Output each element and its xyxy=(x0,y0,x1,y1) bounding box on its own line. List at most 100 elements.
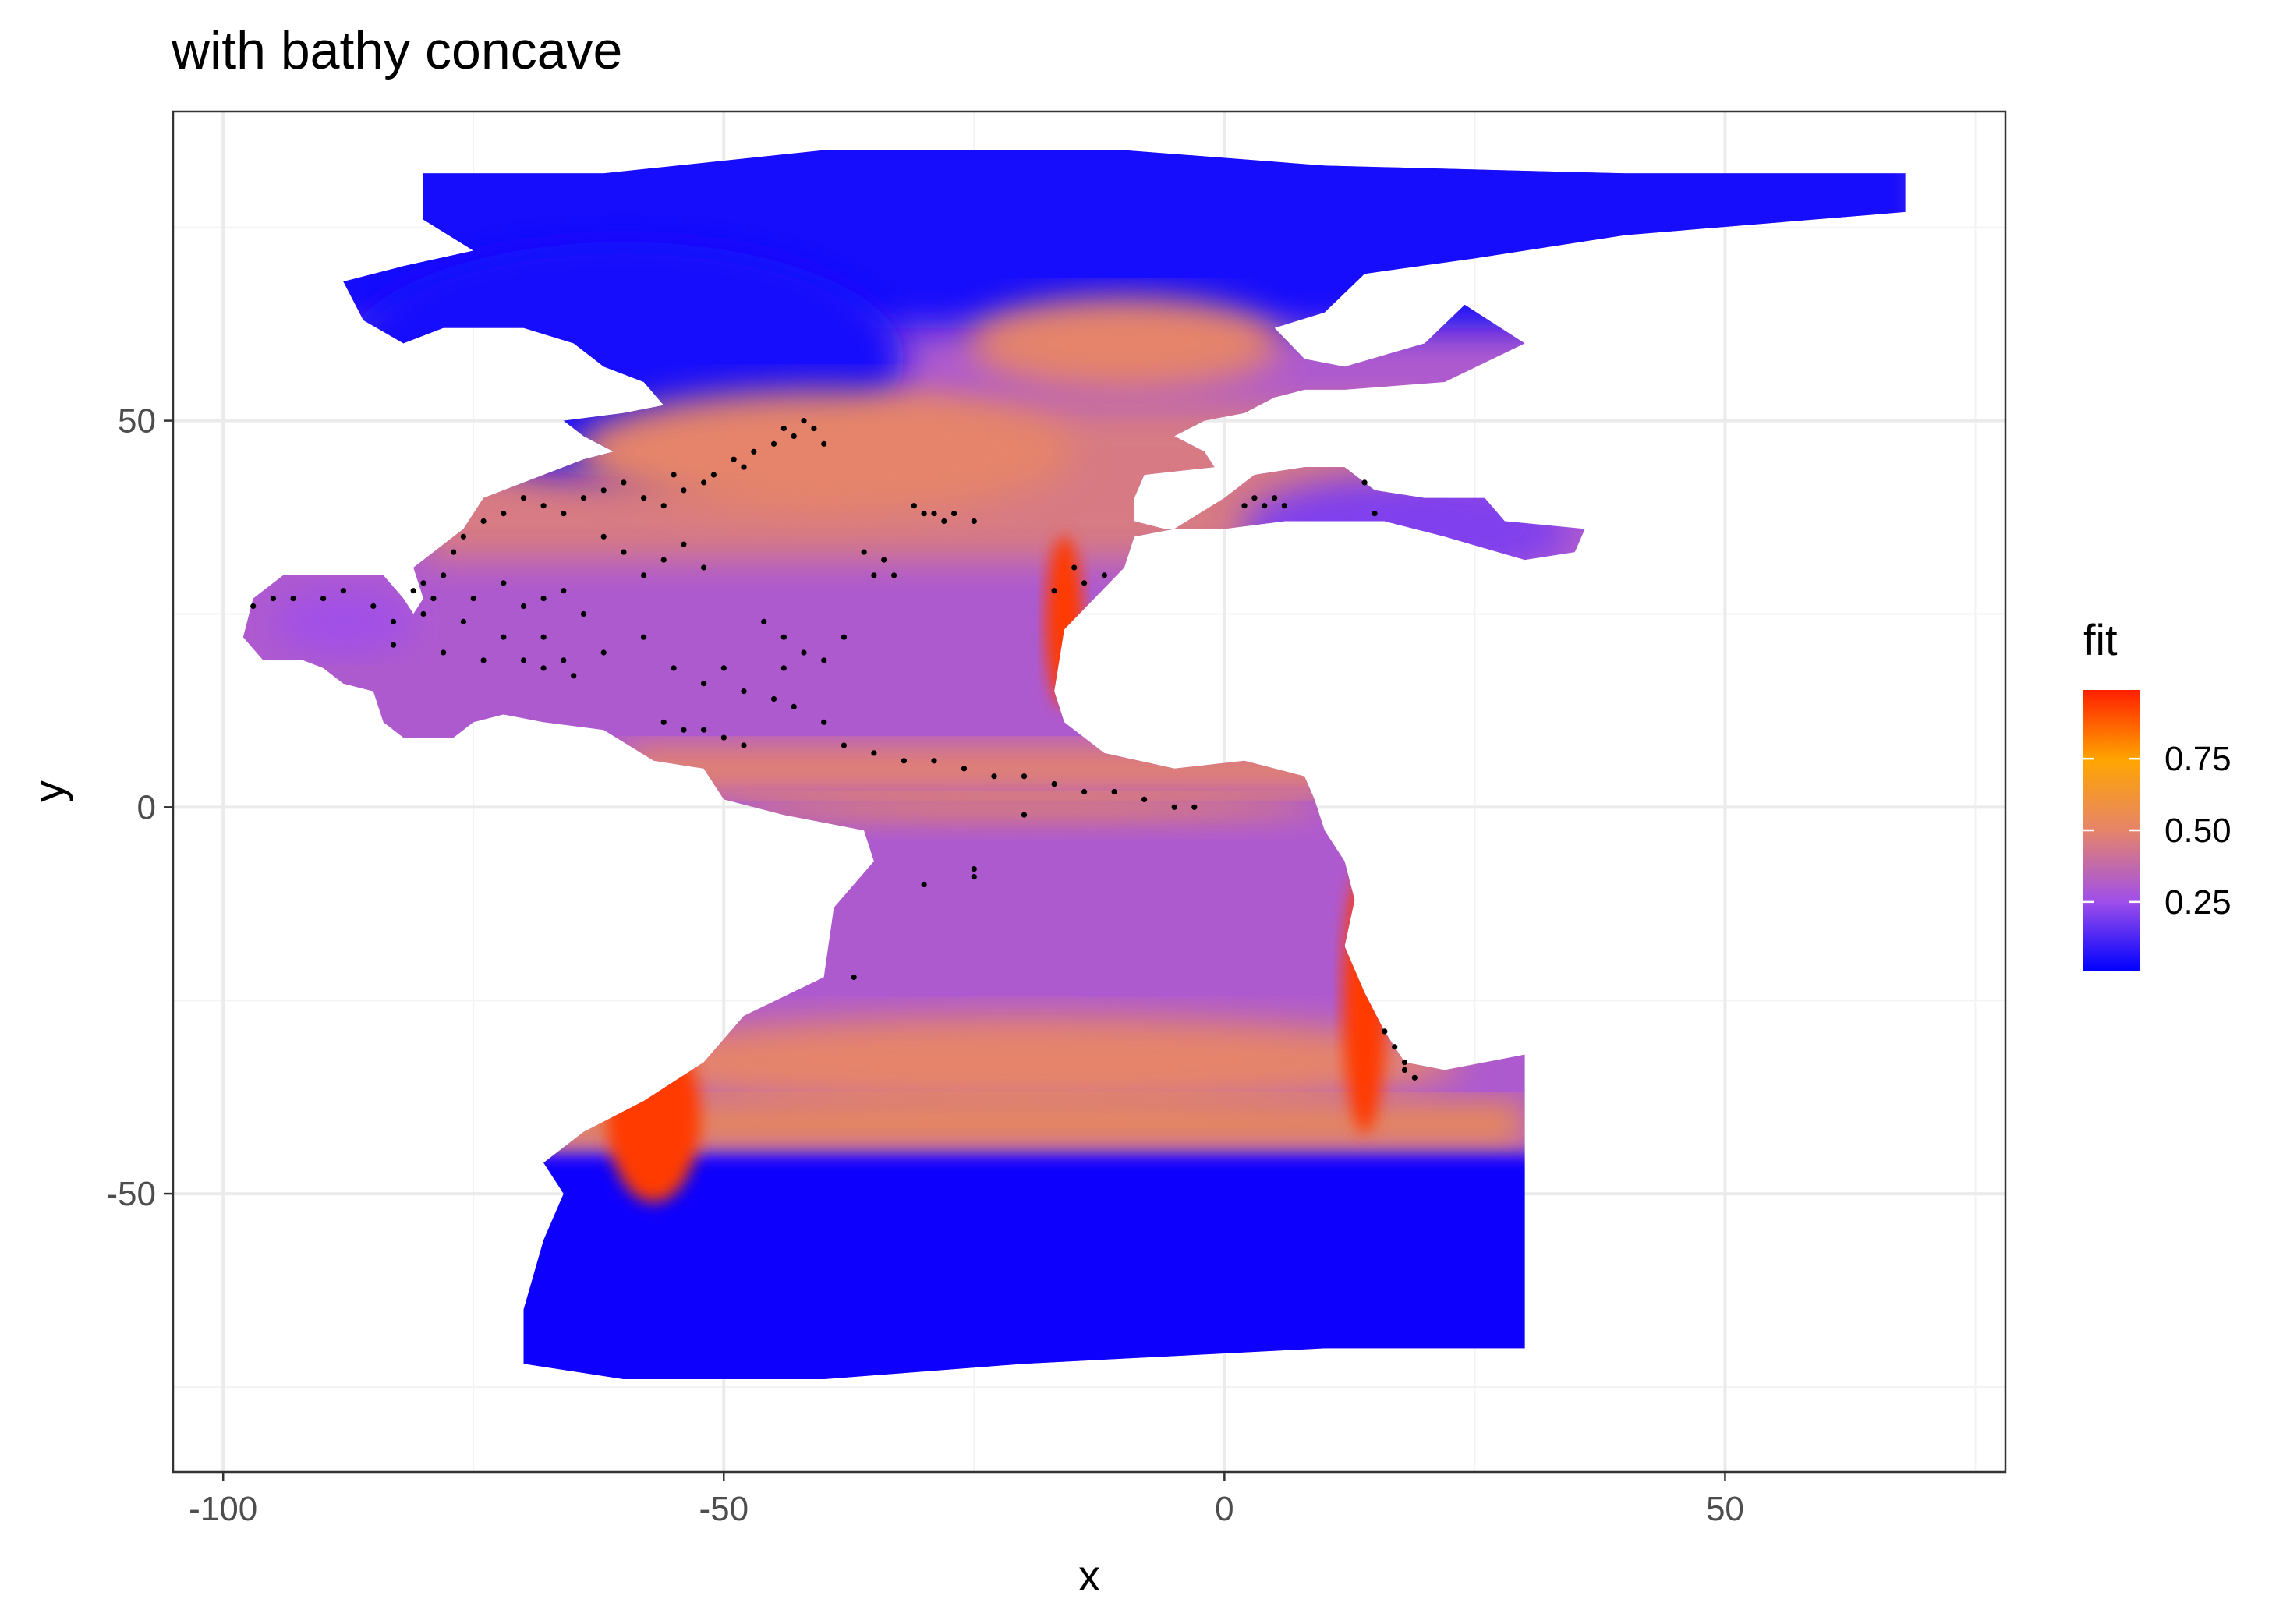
field-region-north-atlantic-midlatitude xyxy=(574,389,1074,515)
observation-point xyxy=(871,572,877,578)
x-tick-label: 50 xyxy=(1706,1490,1744,1528)
observation-point xyxy=(660,557,667,563)
y-tick-label: 0 xyxy=(137,788,156,826)
observation-point xyxy=(1111,788,1117,795)
x-tick-label: -50 xyxy=(699,1490,749,1528)
observation-point xyxy=(961,766,968,772)
observation-point xyxy=(580,610,587,617)
observation-point xyxy=(540,596,547,602)
legend-title: fit xyxy=(2083,615,2118,664)
observation-point xyxy=(600,487,607,494)
observation-point xyxy=(891,572,897,578)
observation-point xyxy=(941,518,947,525)
observation-point xyxy=(370,603,377,610)
observation-point xyxy=(671,665,677,671)
observation-point xyxy=(441,649,447,656)
observation-point xyxy=(701,727,707,733)
observation-point xyxy=(1241,503,1248,509)
observation-point xyxy=(1262,503,1268,509)
observation-point xyxy=(701,479,707,486)
observation-point xyxy=(710,472,717,478)
observation-point xyxy=(931,758,937,764)
observation-point xyxy=(821,657,827,663)
observation-point xyxy=(540,634,547,640)
observation-point xyxy=(290,596,296,602)
observation-point xyxy=(1081,580,1088,586)
observation-point xyxy=(741,464,747,470)
observation-point xyxy=(480,518,487,525)
observation-point xyxy=(780,425,787,432)
observation-point xyxy=(451,549,457,555)
observation-point xyxy=(430,596,437,602)
observation-point xyxy=(741,742,747,748)
observation-point xyxy=(791,703,797,710)
observation-point xyxy=(701,681,707,687)
observation-point xyxy=(561,511,567,517)
observation-point xyxy=(801,649,807,656)
observation-point xyxy=(420,610,426,617)
observation-point xyxy=(571,673,577,679)
observation-point xyxy=(470,596,476,602)
observation-point xyxy=(1411,1074,1418,1081)
observation-point xyxy=(1191,804,1198,810)
observation-point xyxy=(1021,773,1028,780)
observation-point xyxy=(770,695,777,702)
x-axis-label: x xyxy=(1078,1551,1100,1600)
observation-point xyxy=(791,433,797,440)
observation-point xyxy=(741,688,747,695)
observation-point xyxy=(660,719,667,725)
observation-point xyxy=(681,541,687,547)
x-tick-label: -100 xyxy=(189,1490,257,1528)
observation-point xyxy=(971,518,977,525)
observation-point xyxy=(1071,564,1078,571)
observation-point xyxy=(1051,588,1057,594)
observation-point xyxy=(751,448,757,455)
observation-point xyxy=(1101,572,1107,578)
panel-border xyxy=(172,110,2007,1474)
observation-point xyxy=(1281,503,1287,509)
observation-point xyxy=(871,750,877,756)
observation-point xyxy=(971,866,977,872)
observation-point xyxy=(460,618,467,625)
y-tick-label: 50 xyxy=(118,402,156,440)
observation-point xyxy=(991,773,997,780)
observation-point xyxy=(911,503,917,509)
color-legend: fit 0.25 0.50 0.75 xyxy=(2083,615,2232,971)
observation-point xyxy=(921,881,927,888)
observation-point xyxy=(460,533,467,540)
observation-point xyxy=(761,618,767,625)
observation-point xyxy=(561,588,567,594)
observation-point xyxy=(520,495,527,501)
observation-point xyxy=(270,596,276,602)
legend-tick-label: 0.50 xyxy=(2164,812,2232,850)
observation-point xyxy=(821,440,827,447)
observation-point xyxy=(621,479,627,486)
x-tick-label: 0 xyxy=(1215,1490,1233,1528)
observation-point xyxy=(420,580,426,586)
observation-point xyxy=(931,511,937,517)
observation-point xyxy=(841,742,847,748)
observation-points xyxy=(250,418,1418,1081)
observation-point xyxy=(731,456,737,462)
observation-point xyxy=(971,874,977,880)
observation-point xyxy=(861,549,867,555)
observation-point xyxy=(621,549,627,555)
y-tick-label: -50 xyxy=(106,1175,156,1213)
observation-point xyxy=(250,603,257,610)
observation-point xyxy=(801,418,807,424)
observation-point xyxy=(681,727,687,733)
observation-point xyxy=(780,665,787,671)
observation-point xyxy=(520,603,527,610)
legend-tick-label: 0.25 xyxy=(2164,883,2232,922)
observation-point xyxy=(671,472,677,478)
observation-point xyxy=(501,511,507,517)
observation-point xyxy=(1401,1067,1408,1073)
observation-point xyxy=(540,503,547,509)
observation-point xyxy=(480,657,487,663)
field-region-north-atlantic-high-latitude xyxy=(273,590,414,653)
observation-point xyxy=(951,511,957,517)
observation-point xyxy=(770,440,777,447)
observation-point xyxy=(1272,495,1278,501)
